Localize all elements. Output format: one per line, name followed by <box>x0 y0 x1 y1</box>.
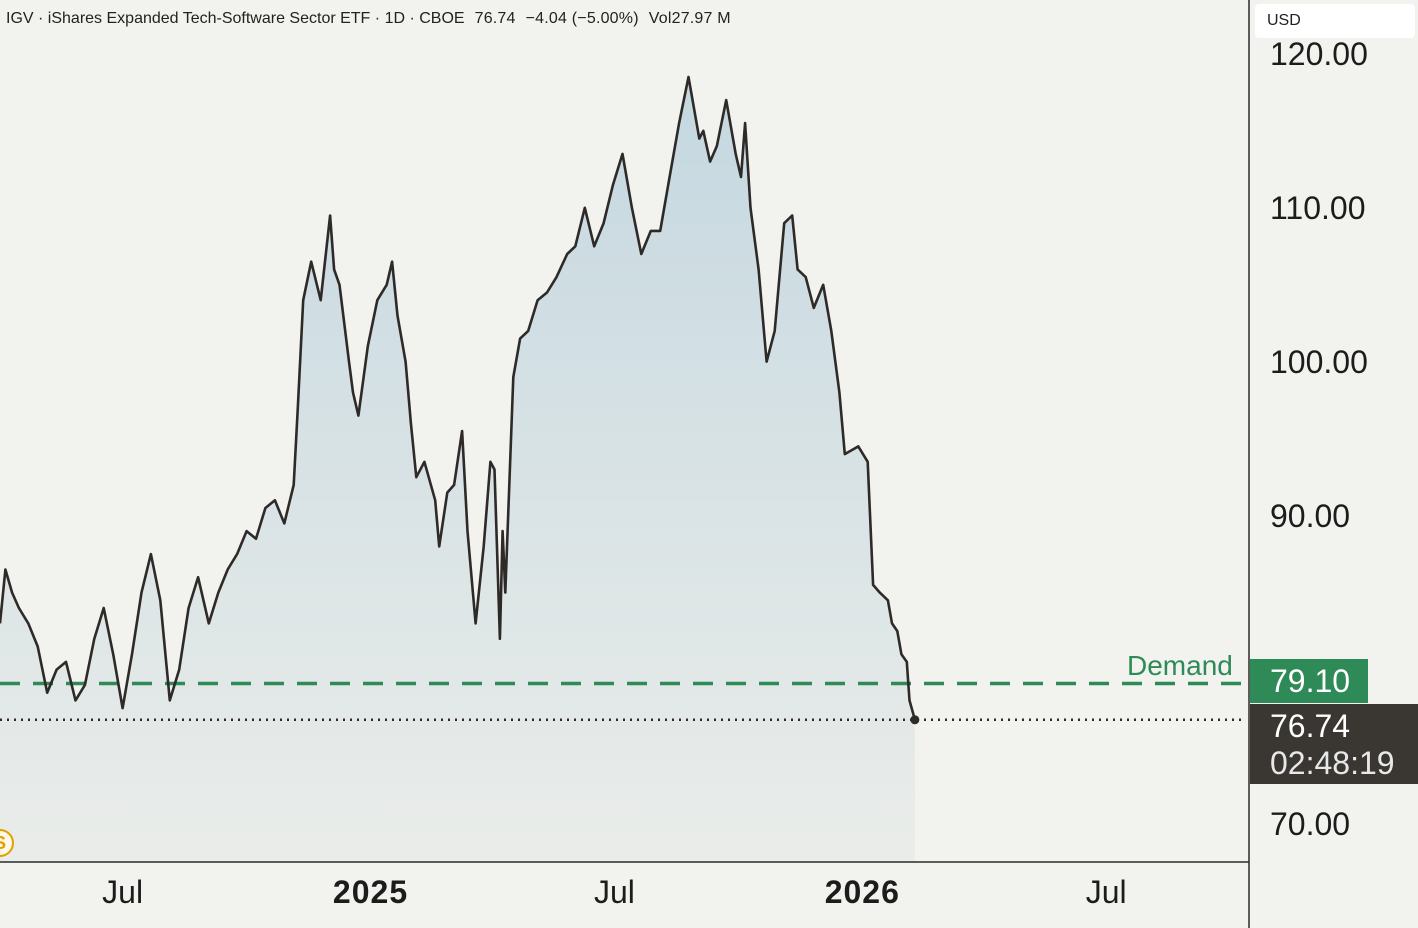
price-tick-label: 120.00 <box>1270 35 1368 72</box>
legend-exchange: CBOE <box>419 10 465 27</box>
time-tick-label: 2025 <box>332 874 409 910</box>
last-price-value: 76.74 <box>1270 708 1351 744</box>
legend-last: 76.74 <box>474 10 516 27</box>
time-tick-label: 2026 <box>824 874 900 910</box>
legend-symbol: IGV <box>6 10 34 27</box>
demand-line-label: Demand <box>1127 650 1233 681</box>
legend-title: IGV · iShares Expanded Tech-Software Sec… <box>6 10 465 27</box>
price-tick-label: 110.00 <box>1270 189 1366 226</box>
last-price-badge: 76.74 02:48:19 <box>1250 704 1418 784</box>
time-tick-label: Jul <box>102 874 144 910</box>
symbol-legend: IGV · iShares Expanded Tech-Software Sec… <box>6 10 731 28</box>
legend-interval: 1D <box>384 10 406 27</box>
price-line <box>0 75 917 721</box>
legend-volume: Vol27.97 M <box>648 10 731 27</box>
bar-countdown: 02:48:19 <box>1270 745 1395 781</box>
legend-change: −4.04 (−5.00%) <box>525 10 639 27</box>
price-tick-label: 90.00 <box>1270 497 1351 534</box>
time-tick-label: Jul <box>593 874 635 910</box>
legend-name: iShares Expanded Tech-Software Sector ET… <box>47 10 371 27</box>
currency-selector[interactable]: USD <box>1255 4 1415 38</box>
last-price-point <box>910 715 920 725</box>
demand-price-badge: 79.10 <box>1250 659 1368 703</box>
price-tick-label: 70.00 <box>1270 805 1351 842</box>
price-tick-label: 100.00 <box>1270 343 1368 380</box>
time-tick-label: Jul <box>1085 874 1127 910</box>
